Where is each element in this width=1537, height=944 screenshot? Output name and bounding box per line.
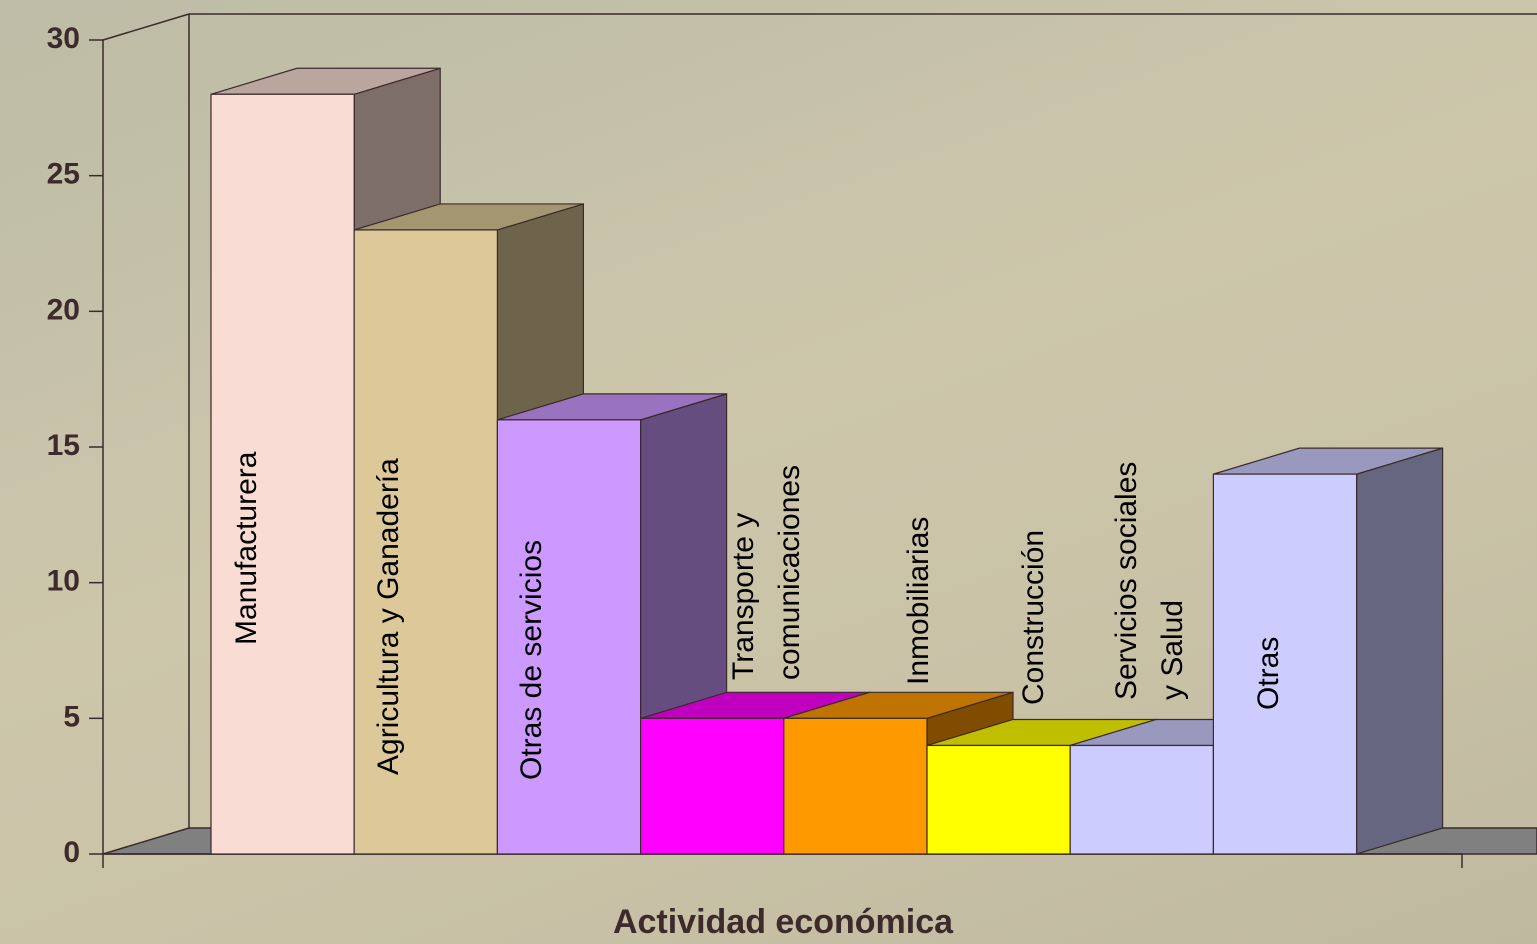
y-tick-label: 15 <box>47 429 80 462</box>
category-label: Servicios sociales <box>1110 462 1143 700</box>
bar-side <box>1357 448 1443 854</box>
wall-edge <box>103 14 189 40</box>
x-axis-title: Actividad económica <box>613 903 954 941</box>
y-tick-label: 0 <box>63 836 80 869</box>
category-label: y Salud <box>1156 600 1189 700</box>
category-label: Transporte y <box>727 513 760 680</box>
category-label: Inmobiliarias <box>902 517 935 685</box>
y-tick-label: 20 <box>47 293 80 326</box>
category-label: Agricultura y Ganadería <box>372 458 405 775</box>
bar <box>641 718 784 854</box>
y-tick-label: 5 <box>63 700 80 733</box>
category-label: Otras de servicios <box>515 540 548 780</box>
bar <box>1070 745 1213 854</box>
bar <box>784 718 927 854</box>
bar <box>927 745 1070 854</box>
y-tick-label: 25 <box>47 158 80 191</box>
bar <box>1213 474 1356 854</box>
category-label: Otras <box>1252 637 1285 710</box>
category-label: Manufacturera <box>230 451 263 645</box>
y-tick-label: 30 <box>47 22 80 55</box>
category-label: Construcción <box>1017 530 1050 705</box>
category-label: comunicaciones <box>773 465 806 680</box>
y-tick-label: 10 <box>47 565 80 598</box>
chart: Actividad económica 0 5 10 15 20 25 30 Manufact… <box>0 0 1537 944</box>
